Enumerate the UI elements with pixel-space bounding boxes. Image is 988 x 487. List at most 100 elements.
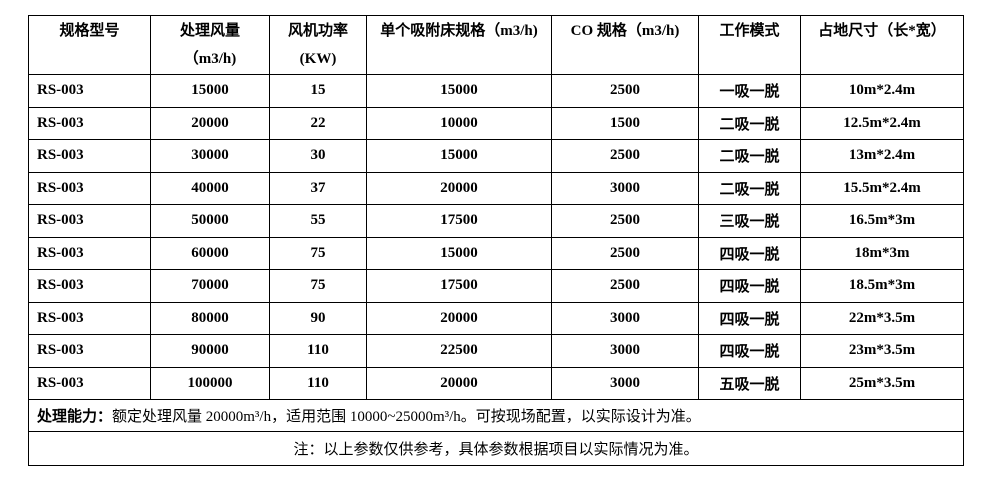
table-cell: 一吸一脱 [698,74,801,108]
table-cell: 75 [269,269,367,303]
table-cell: 110 [269,366,367,400]
spec-table: 规格型号 处理风量 （m3/h) 风机功率 (KW) 单个吸附床规格（m3/h) CO 规格… [28,15,964,466]
column-header: 风机功率 (KW) [269,15,367,75]
table-cell: 二吸一脱 [698,171,801,205]
table-cell: RS-003 [28,236,151,270]
table-row: RS-003 90000 110 22500 3000 四吸一脱 23m*3.5m [28,334,964,368]
table-cell: 25m*3.5m [800,366,964,400]
table-cell: 22 [269,106,367,140]
table-cell: 15.5m*2.4m [800,171,964,205]
header-row: 规格型号 处理风量 （m3/h) 风机功率 (KW) 单个吸附床规格（m3/h) CO 规格… [28,15,964,75]
table-cell: 23m*3.5m [800,334,964,368]
header-line-1: 单个吸附床规格（m3/h) [380,23,538,39]
table-cell: RS-003 [28,106,151,140]
table-cell: 15000 [150,74,270,108]
column-header: 工作模式 [698,15,801,75]
table-cell: RS-003 [28,139,151,173]
table-cell: 2500 [551,236,699,270]
table-cell: 13m*2.4m [800,139,964,173]
table-row: RS-003 40000 37 20000 3000 二吸一脱 15.5m*2.4m [28,171,964,205]
table-cell: RS-003 [28,334,151,368]
table-cell: 55 [269,204,367,238]
table-row: RS-003 15000 15 15000 2500 一吸一脱 10m*2.4m [28,74,964,108]
table-cell: 3000 [551,171,699,205]
column-header: 占地尺寸（长*宽） [800,15,964,75]
table-cell: 10000 [366,106,552,140]
table-cell: 1500 [551,106,699,140]
table-cell: 3000 [551,334,699,368]
column-header: 处理风量 （m3/h) [150,15,270,75]
table-cell: 2500 [551,74,699,108]
table-cell: 100000 [150,366,270,400]
header-line-1: CO 规格（m3/h) [570,23,680,39]
table-cell: 3000 [551,366,699,400]
table-cell: 30000 [150,139,270,173]
table-cell: 40000 [150,171,270,205]
table-cell: 16.5m*3m [800,204,964,238]
table-cell: RS-003 [28,204,151,238]
header-line-1: 工作模式 [719,23,780,39]
table-cell: 四吸一脱 [698,269,801,303]
table-cell: 17500 [366,204,552,238]
table-row: RS-003 100000 110 20000 3000 五吸一脱 25m*3.5m [28,366,964,400]
table-row: RS-003 60000 75 15000 2500 四吸一脱 18m*3m [28,236,964,270]
capacity-text: 额定处理风量 20000m³/h，适用范围 10000~25000m³/h。可按… [112,409,701,425]
table-cell: 70000 [150,269,270,303]
table-cell: 110 [269,334,367,368]
column-header: 单个吸附床规格（m3/h) [366,15,552,75]
table-cell: RS-003 [28,74,151,108]
table-cell: 二吸一脱 [698,139,801,173]
table-cell: 15000 [366,236,552,270]
column-header: 规格型号 [28,15,151,75]
header-line-2: （m3/h) [183,51,237,67]
table-cell: 60000 [150,236,270,270]
table-cell: 18.5m*3m [800,269,964,303]
table-cell: 三吸一脱 [698,204,801,238]
header-line-1: 规格型号 [59,23,120,39]
table-cell: 15000 [366,74,552,108]
table-cell: 90 [269,301,367,335]
header-line-1: 占地尺寸（长*宽） [818,23,946,39]
table-cell: RS-003 [28,171,151,205]
table-cell: RS-003 [28,366,151,400]
table-cell: 2500 [551,269,699,303]
table-cell: 20000 [366,171,552,205]
header-line-2: (KW) [299,51,337,67]
table-cell: 22500 [366,334,552,368]
table-cell: 15000 [366,139,552,173]
table-cell: 二吸一脱 [698,106,801,140]
table-cell: 90000 [150,334,270,368]
column-header: CO 规格（m3/h) [551,15,699,75]
table-row: RS-003 70000 75 17500 2500 四吸一脱 18.5m*3m [28,269,964,303]
table-cell: 四吸一脱 [698,301,801,335]
table-cell: 30 [269,139,367,173]
table-row: RS-003 20000 22 10000 1500 二吸一脱 12.5m*2.4m [28,106,964,140]
table-cell: 四吸一脱 [698,334,801,368]
header-line-1: 处理风量 [179,23,240,39]
table-cell: 20000 [366,366,552,400]
table-row: RS-003 50000 55 17500 2500 三吸一脱 16.5m*3m [28,204,964,238]
table-cell: 2500 [551,204,699,238]
table-cell: RS-003 [28,301,151,335]
capacity-label: 处理能力： [37,409,113,425]
table-cell: 75 [269,236,367,270]
table-row: RS-003 80000 90 20000 3000 四吸一脱 22m*3.5m [28,301,964,335]
table-cell: 22m*3.5m [800,301,964,335]
note-text: 注：以上参数仅供参考，具体参数根据项目以实际情况为准。 [28,431,964,466]
note-row: 注：以上参数仅供参考，具体参数根据项目以实际情况为准。 [28,431,964,466]
table-cell: 17500 [366,269,552,303]
table-cell: 2500 [551,139,699,173]
table-cell: 80000 [150,301,270,335]
table-cell: 50000 [150,204,270,238]
table-cell: 10m*2.4m [800,74,964,108]
table-cell: 20000 [366,301,552,335]
table-cell: 四吸一脱 [698,236,801,270]
table-cell: 15 [269,74,367,108]
table-cell: RS-003 [28,269,151,303]
table-cell: 20000 [150,106,270,140]
table-cell: 18m*3m [800,236,964,270]
table-row: RS-003 30000 30 15000 2500 二吸一脱 13m*2.4m [28,139,964,173]
table-cell: 五吸一脱 [698,366,801,400]
header-line-1: 风机功率 [287,23,348,39]
table-cell: 3000 [551,301,699,335]
